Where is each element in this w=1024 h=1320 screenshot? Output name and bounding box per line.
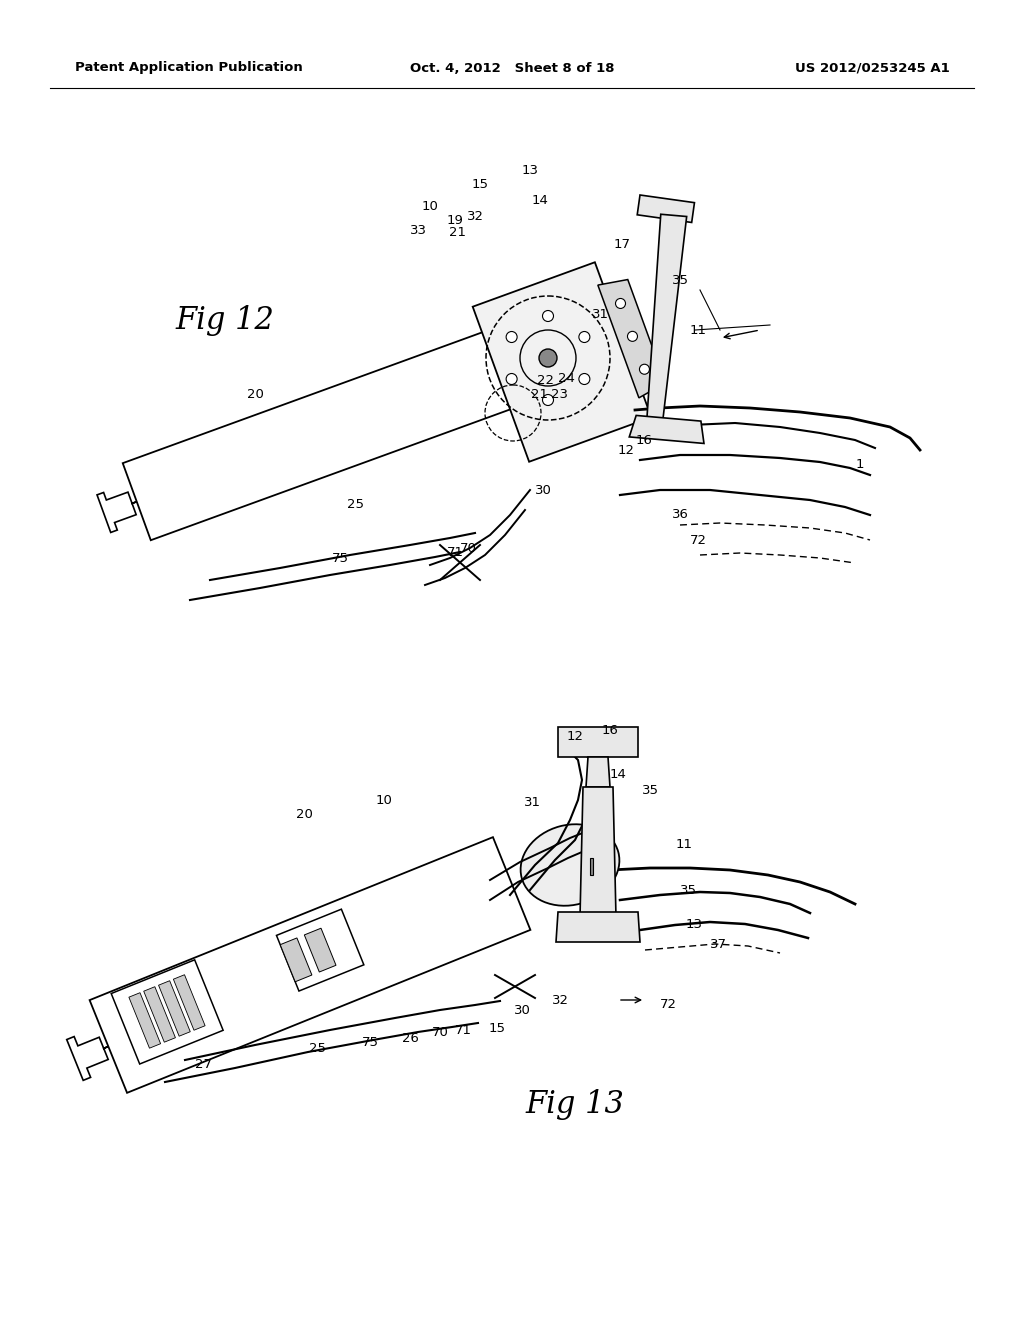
Text: Patent Application Publication: Patent Application Publication: [75, 62, 303, 74]
Text: 25: 25: [309, 1041, 327, 1055]
Text: 32: 32: [467, 210, 483, 223]
Polygon shape: [630, 416, 703, 444]
Text: 30: 30: [514, 1003, 530, 1016]
Text: 14: 14: [531, 194, 549, 206]
Text: 14: 14: [609, 768, 627, 781]
Text: 31: 31: [523, 796, 541, 808]
Polygon shape: [473, 263, 651, 462]
Text: 30: 30: [535, 483, 552, 496]
Text: 25: 25: [346, 499, 364, 511]
Text: 31: 31: [592, 309, 608, 322]
Text: 24: 24: [557, 371, 574, 384]
Text: 10: 10: [422, 201, 438, 214]
Text: 20: 20: [296, 808, 312, 821]
Text: Oct. 4, 2012   Sheet 8 of 18: Oct. 4, 2012 Sheet 8 of 18: [410, 62, 614, 74]
Text: 72: 72: [689, 533, 707, 546]
Circle shape: [543, 395, 554, 405]
Polygon shape: [123, 330, 517, 540]
Text: 22: 22: [537, 374, 554, 387]
Polygon shape: [67, 1036, 109, 1080]
Text: 16: 16: [636, 433, 652, 446]
Circle shape: [543, 310, 554, 322]
Text: 23: 23: [552, 388, 568, 401]
Text: 35: 35: [680, 883, 696, 896]
Circle shape: [506, 374, 517, 384]
Polygon shape: [281, 939, 312, 982]
Polygon shape: [647, 214, 687, 420]
Polygon shape: [556, 912, 640, 942]
Circle shape: [539, 348, 557, 367]
Text: 37: 37: [710, 939, 726, 952]
Text: 19: 19: [446, 214, 464, 227]
Text: 70: 70: [460, 541, 476, 554]
Text: 21: 21: [450, 226, 467, 239]
Polygon shape: [173, 974, 205, 1030]
Text: 35: 35: [641, 784, 658, 796]
Text: 11: 11: [689, 323, 707, 337]
Text: 11: 11: [676, 838, 692, 851]
Text: 15: 15: [471, 178, 488, 191]
Circle shape: [639, 364, 649, 375]
Polygon shape: [129, 993, 161, 1048]
Text: 35: 35: [672, 273, 688, 286]
Text: 16: 16: [601, 723, 618, 737]
Circle shape: [579, 331, 590, 342]
Polygon shape: [112, 960, 223, 1064]
Polygon shape: [159, 981, 190, 1036]
Polygon shape: [90, 837, 530, 1093]
Text: 13: 13: [685, 917, 702, 931]
Polygon shape: [558, 727, 638, 756]
Text: 71: 71: [446, 546, 464, 560]
Text: 27: 27: [196, 1059, 213, 1072]
Text: 75: 75: [332, 552, 348, 565]
Circle shape: [628, 331, 638, 342]
Text: 70: 70: [431, 1027, 449, 1040]
Text: 15: 15: [488, 1022, 506, 1035]
Polygon shape: [580, 787, 616, 917]
Text: 71: 71: [455, 1023, 471, 1036]
Circle shape: [615, 298, 626, 309]
Polygon shape: [590, 858, 593, 875]
Polygon shape: [97, 492, 137, 532]
Text: 20: 20: [247, 388, 263, 401]
Polygon shape: [637, 195, 694, 223]
Text: 13: 13: [521, 164, 539, 177]
Text: 10: 10: [376, 793, 392, 807]
Ellipse shape: [520, 824, 620, 906]
Polygon shape: [586, 756, 610, 787]
Text: 21: 21: [531, 388, 549, 401]
Polygon shape: [276, 909, 364, 991]
Text: 12: 12: [566, 730, 584, 742]
Text: 32: 32: [552, 994, 568, 1006]
Text: 26: 26: [401, 1031, 419, 1044]
Text: Fig 13: Fig 13: [525, 1089, 625, 1121]
Circle shape: [579, 374, 590, 384]
Text: 1: 1: [856, 458, 864, 471]
Polygon shape: [143, 987, 175, 1043]
Text: 17: 17: [613, 239, 631, 252]
Circle shape: [506, 331, 517, 342]
Text: Fig 12: Fig 12: [175, 305, 274, 335]
Text: 75: 75: [361, 1036, 379, 1049]
Text: 72: 72: [659, 998, 677, 1011]
Polygon shape: [598, 280, 666, 397]
Polygon shape: [304, 928, 336, 972]
Text: 36: 36: [672, 508, 688, 521]
Text: 12: 12: [617, 444, 635, 457]
Text: US 2012/0253245 A1: US 2012/0253245 A1: [796, 62, 950, 74]
Text: 33: 33: [410, 223, 427, 236]
